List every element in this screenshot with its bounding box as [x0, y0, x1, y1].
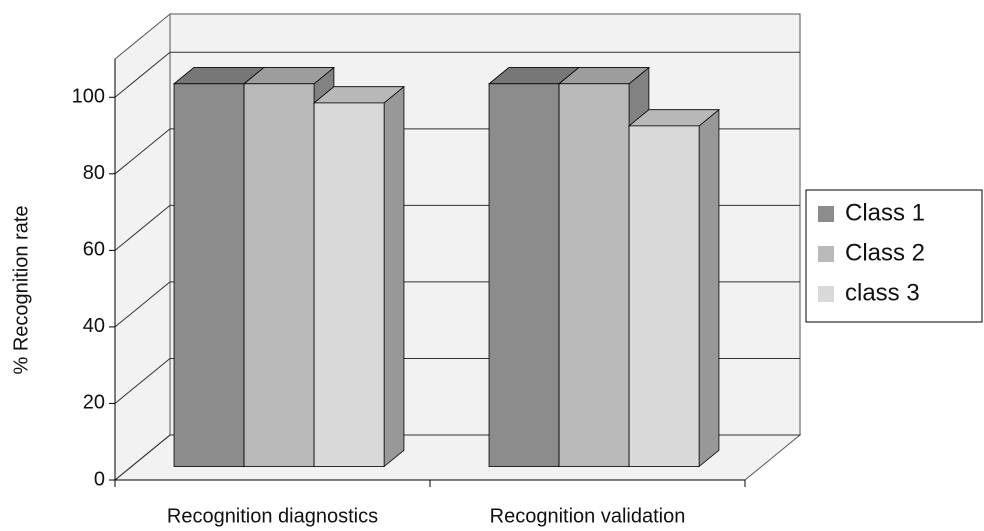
legend-swatch [818, 246, 834, 262]
bar [488, 83, 560, 467]
legend-swatch [818, 206, 834, 222]
bar-side [698, 108, 720, 468]
legend-swatch [818, 286, 834, 302]
plot-area [109, 12, 802, 487]
bar [628, 125, 700, 467]
y-tick-label: 80 [83, 162, 105, 184]
x-tick-label: Recognition validation [490, 505, 686, 527]
grid-line [114, 51, 800, 98]
legend-label: Class 1 [845, 199, 925, 226]
y-tick-label: 60 [83, 239, 105, 261]
legend: Class 1 Class 2 class 3 [818, 199, 925, 306]
bar [313, 102, 385, 467]
y-tick-label: 0 [94, 468, 105, 490]
bar-side [383, 85, 405, 468]
y-tick-label: 40 [83, 315, 105, 337]
legend-box [805, 189, 983, 323]
bar [243, 83, 315, 467]
x-tick-label: Recognition diagnostics [167, 505, 378, 527]
left-wall [114, 12, 171, 482]
y-axis-label: % Recognition rate [10, 206, 32, 375]
y-tick-label: 20 [83, 392, 105, 414]
bar [173, 83, 245, 467]
legend-label: class 3 [845, 279, 920, 306]
bar [558, 83, 630, 467]
legend-label: Class 2 [845, 239, 925, 266]
y-tick-label: 100 [72, 86, 105, 108]
